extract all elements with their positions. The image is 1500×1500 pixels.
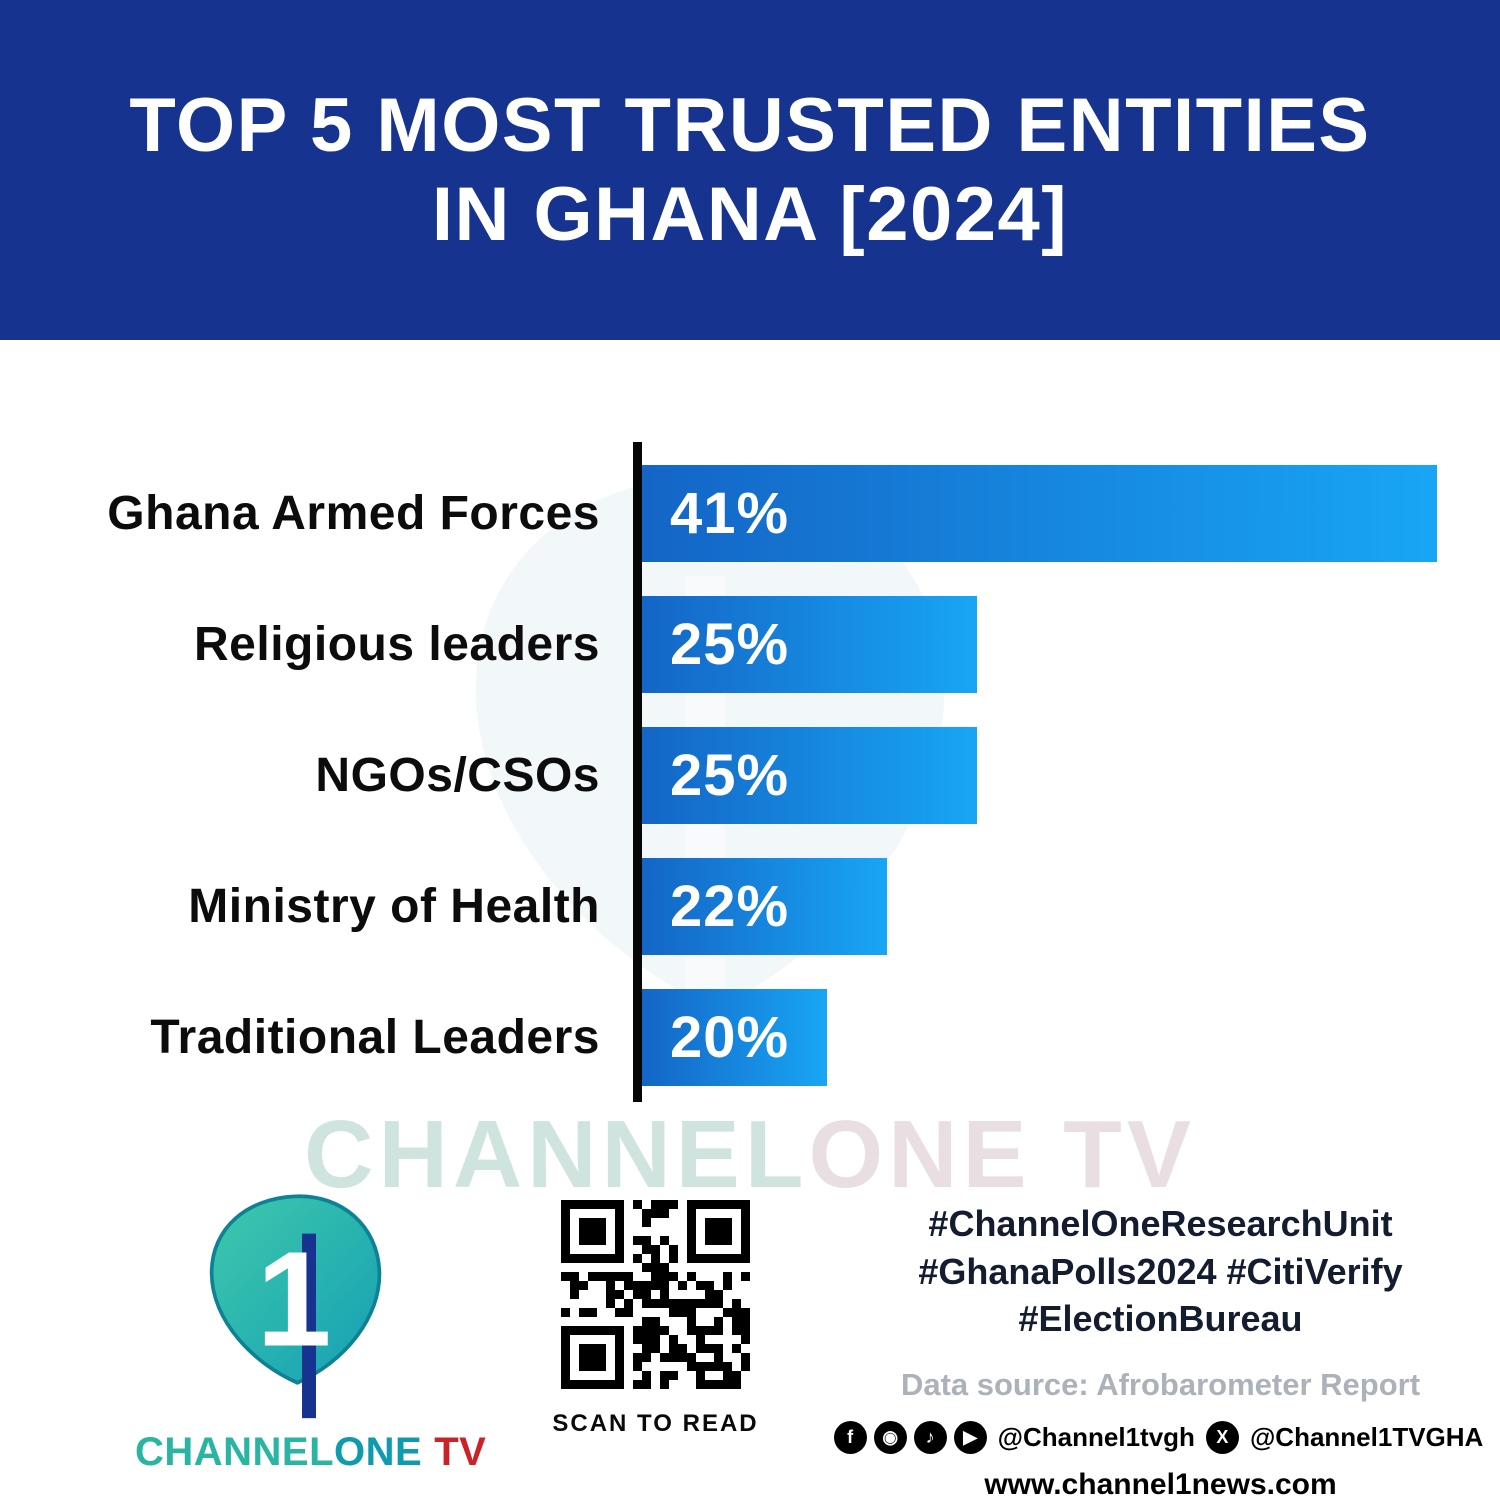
bar: 22% [642, 858, 888, 955]
bar-row: Ministry of Health 22% [0, 841, 1500, 972]
hashtag-line-2: #GhanaPolls2024 #CitiVerify [918, 1250, 1403, 1292]
channel-one-watermark: CHANNELONE TV [0, 1100, 1500, 1210]
tiktok-icon: ♪ [913, 1420, 947, 1454]
qr-block: SCAN TO READ [538, 1200, 773, 1438]
bar-track: 22% [600, 858, 1500, 955]
bar-value: 25% [670, 743, 790, 808]
bar-row: Traditional Leaders 20% [0, 972, 1500, 1103]
hashtag-line-3: #ElectionBureau [1018, 1298, 1303, 1340]
instagram-icon: ◉ [873, 1420, 907, 1454]
bar-row: Ghana Armed Forces 41% [0, 448, 1500, 579]
bar-row: Religious leaders 25% [0, 579, 1500, 710]
logo-text-one: ONE [334, 1430, 423, 1474]
page-title-line2: IN GHANA [2024] [431, 172, 1069, 257]
qr-caption: SCAN TO READ [552, 1410, 759, 1437]
logo-digit: 1 [256, 1223, 331, 1374]
social-row: f ◉ ♪ ▶ @Channel1tvgh X @Channel1TVGHA [833, 1420, 1483, 1454]
bar-value: 22% [670, 874, 790, 939]
channel-one-logo-block: 1 CHANNELONE TV [135, 1185, 486, 1475]
bar-value: 20% [670, 1005, 790, 1070]
qr-code [561, 1200, 750, 1394]
bar-value: 25% [670, 612, 790, 677]
logo-wordmark: CHANNELONE TV [135, 1430, 486, 1475]
bar-track: 41% [600, 465, 1500, 562]
header-banner: TOP 5 MOST TRUSTED ENTITIES IN GHANA [20… [0, 0, 1500, 340]
bar: 20% [642, 989, 828, 1086]
bar-row: NGOs/CSOs 25% [0, 710, 1500, 841]
bar: 25% [642, 596, 977, 693]
bar-track: 20% [600, 989, 1500, 1086]
category-label: Ministry of Health [188, 880, 600, 933]
logo-text-tv: TV [434, 1430, 487, 1474]
website-url: www.channel1news.com [984, 1467, 1337, 1500]
bar-chart: Ghana Armed Forces 41% Religious leaders… [0, 442, 1500, 1102]
x-icon: X [1205, 1420, 1239, 1454]
logo-text-channel: CHANNEL [135, 1430, 335, 1474]
facebook-icon: f [833, 1420, 867, 1454]
chart-rows: Ghana Armed Forces 41% Religious leaders… [0, 448, 1500, 1103]
category-label: Religious leaders [194, 618, 600, 671]
social-handle-x: @Channel1TVGHA [1249, 1421, 1484, 1452]
category-label: NGOs/CSOs [315, 749, 600, 802]
watermark-text-part1: CHANNEL [304, 1101, 809, 1208]
bar-value: 41% [670, 481, 790, 546]
watermark-text-part2: ONE TV [808, 1101, 1196, 1208]
hashtags: #ChannelOneResearchUnit #GhanaPolls2024 … [878, 1200, 1443, 1343]
bar: 41% [642, 465, 1438, 562]
bar-track: 25% [600, 727, 1500, 824]
youtube-icon: ▶ [953, 1420, 987, 1454]
channel-one-logo-icon: 1 [209, 1194, 381, 1419]
category-label: Traditional Leaders [150, 1011, 600, 1064]
data-source-note: Data source: Afrobarometer Report [900, 1366, 1421, 1402]
social-handle-primary: @Channel1tvgh [997, 1421, 1195, 1452]
footer-info-block: #ChannelOneResearchUnit #GhanaPolls2024 … [833, 1200, 1483, 1500]
category-label: Ghana Armed Forces [107, 487, 600, 540]
page-title-line1: TOP 5 MOST TRUSTED ENTITIES [129, 82, 1371, 168]
chart-axis-line [633, 442, 642, 1102]
bar-track: 25% [600, 596, 1500, 693]
hashtag-line-1: #ChannelOneResearchUnit [928, 1203, 1393, 1244]
bar: 25% [642, 727, 977, 824]
